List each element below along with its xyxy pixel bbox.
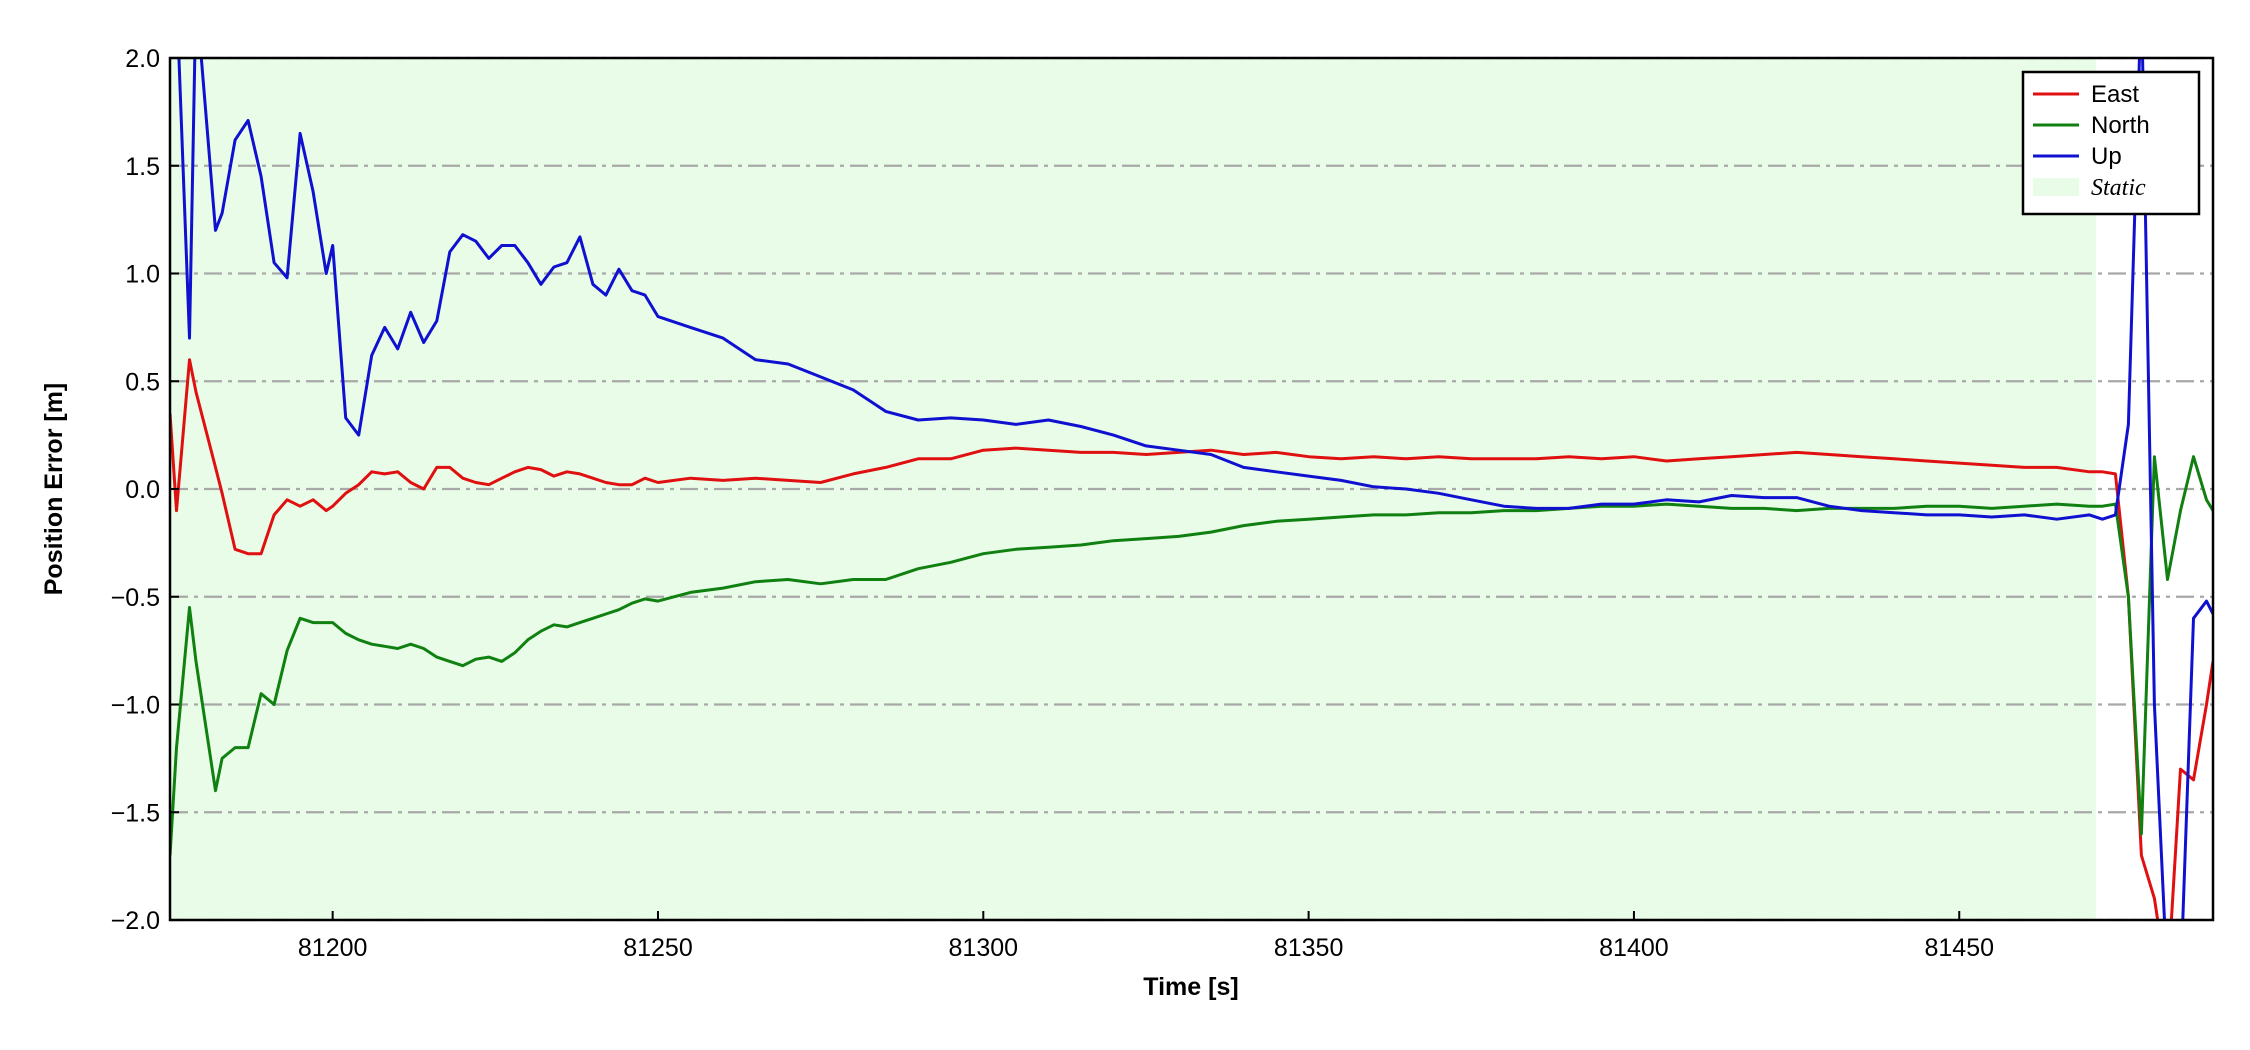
legend-label: Up <box>2091 143 2122 170</box>
legend-swatch <box>2033 178 2079 196</box>
legend-label: North <box>2091 112 2150 139</box>
x-tick-label: 81400 <box>1599 934 1669 962</box>
legend-label: Static <box>2091 175 2146 201</box>
y-tick-label: 1.5 <box>125 153 160 181</box>
plot-frame <box>168 56 2215 922</box>
grid <box>170 56 2213 922</box>
y-tick-label: 0.5 <box>125 368 160 396</box>
legend-box <box>2021 70 2201 216</box>
x-axis-label: Time [s] <box>1143 973 1238 1001</box>
series-line <box>170 358 2213 920</box>
y-tick-label: 2.0 <box>125 45 160 73</box>
legend: East North Up Static <box>2021 70 2201 216</box>
x-tick-label: 81300 <box>949 934 1019 962</box>
y-tick-label: −1.5 <box>111 799 160 827</box>
series-lines <box>170 58 2213 920</box>
y-tick-label: 0.0 <box>125 476 160 504</box>
series-line <box>177 58 2213 920</box>
y-tick-label: −2.0 <box>111 907 160 935</box>
x-tick-label: 81250 <box>623 934 693 962</box>
y-tick-label: −1.0 <box>111 692 160 720</box>
y-axis-label: Position Error [m] <box>40 383 68 596</box>
legend-label: East <box>2091 81 2139 108</box>
series-line <box>170 455 2213 856</box>
axes: −2.0 −1.5 −1.0 −0.5 0.0 0.5 1.0 1.5 2.0 81200 8125… <box>111 45 2215 962</box>
y-tick-label: 1.0 <box>125 261 160 289</box>
x-tick-label: 81350 <box>1274 934 1344 962</box>
y-tick-label: −0.5 <box>111 584 160 612</box>
x-tick-label: 81200 <box>298 934 368 962</box>
x-tick-label: 81450 <box>1924 934 1994 962</box>
